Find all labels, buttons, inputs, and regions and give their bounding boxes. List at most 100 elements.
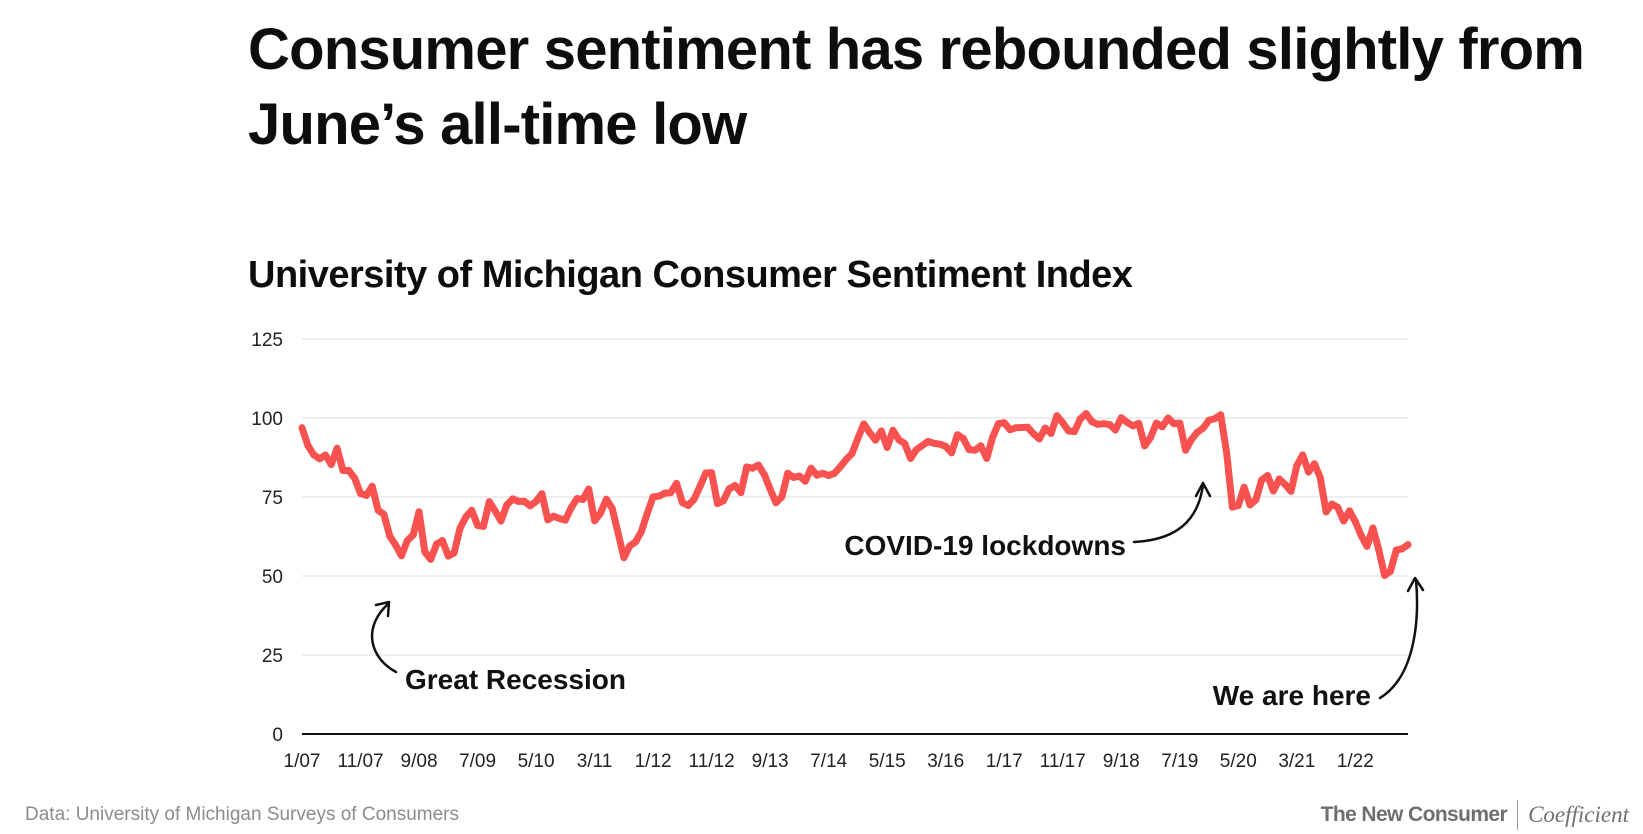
- data-point: [1392, 546, 1400, 554]
- data-point: [1340, 517, 1348, 525]
- data-point: [1188, 436, 1195, 443]
- data-point: [1228, 503, 1236, 511]
- data-point: [1106, 421, 1114, 429]
- data-point: [427, 555, 435, 563]
- data-point: [1182, 446, 1190, 454]
- data-point: [907, 454, 915, 462]
- y-tick-label: 125: [251, 330, 283, 351]
- data-point: [1041, 424, 1049, 432]
- data-point: [778, 493, 786, 501]
- data-point: [743, 463, 751, 471]
- data-point: [895, 436, 903, 444]
- data-point: [1258, 476, 1266, 484]
- y-tick-label: 75: [262, 488, 283, 509]
- data-point: [848, 449, 856, 457]
- data-point: [1281, 480, 1289, 488]
- x-tick-label: 7/19: [1161, 751, 1198, 770]
- data-point: [708, 469, 716, 477]
- data-point: [667, 489, 675, 497]
- data-point: [515, 497, 522, 505]
- data-point: [953, 431, 961, 439]
- data-point: [380, 510, 388, 518]
- data-point: [509, 495, 517, 503]
- data-point: [368, 482, 376, 490]
- data-point: [1012, 424, 1020, 432]
- x-tick-label: 3/21: [1278, 751, 1315, 770]
- x-tick-label: 7/14: [810, 751, 847, 770]
- data-point: [649, 493, 657, 501]
- data-point: [661, 489, 669, 497]
- data-point: [854, 434, 862, 442]
- data-point: [971, 446, 979, 454]
- data-point: [544, 516, 552, 524]
- data-point: [591, 517, 599, 525]
- data-point: [1299, 451, 1307, 459]
- data-point: [1117, 414, 1125, 422]
- data-point: [719, 497, 727, 505]
- covid-lockdowns-arrow-head: [1194, 481, 1212, 498]
- data-point: [614, 529, 622, 537]
- data-point: [1006, 426, 1014, 434]
- x-tick-label: 3/11: [577, 751, 613, 770]
- sentiment-series-line: [298, 410, 1412, 579]
- data-point: [298, 424, 306, 432]
- data-point: [1381, 571, 1389, 579]
- data-point: [889, 426, 897, 434]
- x-tick-label: 11/07: [337, 751, 383, 770]
- data-point: [1100, 420, 1108, 428]
- data-point: [1035, 435, 1043, 443]
- data-point: [1404, 541, 1412, 549]
- data-point: [731, 482, 739, 490]
- data-point: [398, 552, 405, 560]
- series-line-layer: [298, 410, 1412, 579]
- brand-logo-secondary: Coefficient: [1528, 802, 1629, 827]
- x-axis-ticks: 1/07 11/07 9/08 7/09 5/10 3/11 1/12 11/12 9/13 7/…: [284, 751, 1374, 770]
- data-point: [994, 420, 1002, 428]
- data-point: [626, 542, 634, 550]
- data-point: [807, 464, 815, 472]
- brand-divider: [1517, 800, 1519, 830]
- x-tick-label: 5/10: [518, 751, 555, 770]
- data-point: [573, 495, 581, 503]
- data-point: [409, 531, 417, 539]
- data-point: [977, 442, 985, 450]
- data-point: [1047, 430, 1055, 437]
- data-point: [1264, 472, 1272, 479]
- data-point: [538, 490, 546, 498]
- x-tick-label: 3/16: [927, 751, 964, 770]
- data-point: [1094, 420, 1102, 428]
- data-point: [1000, 419, 1008, 427]
- grid-lines: [302, 338, 1408, 735]
- data-point: [1147, 434, 1154, 442]
- x-tick-label: 9/13: [752, 751, 789, 770]
- data-point: [825, 472, 833, 479]
- x-tick-label: 1/22: [1337, 751, 1374, 770]
- data-point: [1193, 428, 1201, 436]
- data-point: [585, 485, 593, 493]
- data-point: [1111, 426, 1119, 434]
- source-note: Data: University of Michigan Surveys of …: [25, 804, 459, 825]
- data-point: [831, 469, 838, 477]
- data-point: [877, 427, 885, 435]
- data-point: [1176, 419, 1184, 427]
- data-point: [1199, 424, 1207, 432]
- annotation-great-recession: Great Recession: [405, 664, 626, 695]
- data-point: [1322, 508, 1330, 516]
- data-point: [1357, 532, 1365, 540]
- data-point: [714, 500, 721, 508]
- data-point: [485, 498, 493, 506]
- data-point: [842, 455, 850, 463]
- x-tick-label: 1/12: [635, 751, 672, 770]
- data-point: [784, 469, 792, 477]
- data-point: [690, 495, 698, 503]
- x-tick-label: 1/17: [986, 751, 1023, 770]
- data-point: [1305, 468, 1312, 476]
- y-tick-label: 50: [262, 567, 283, 588]
- data-point: [386, 532, 394, 540]
- data-point: [989, 434, 996, 442]
- y-axis-ticks: 0 25 50 75 100 125: [251, 330, 283, 746]
- headline: Consumer sentiment has rebounded slightl…: [248, 17, 1585, 157]
- data-point: [1053, 412, 1061, 420]
- data-point: [1018, 424, 1026, 431]
- x-tick-label: 5/20: [1220, 751, 1257, 770]
